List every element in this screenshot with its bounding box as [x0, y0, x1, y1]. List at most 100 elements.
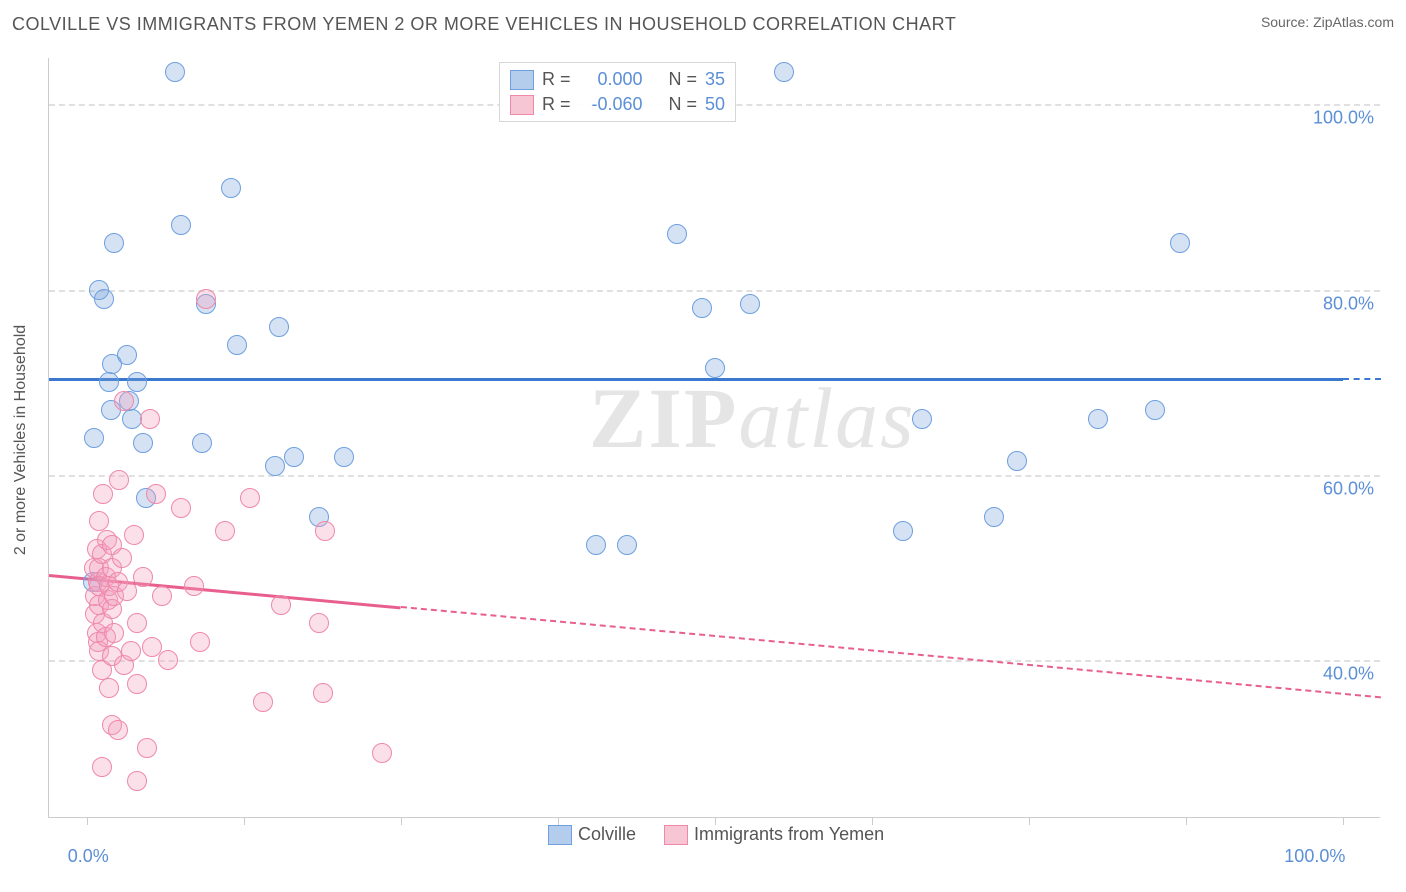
trend-line [1343, 378, 1381, 380]
data-point [190, 632, 210, 652]
scatter-plot-area: ZIPatlas 40.0% 60.0% 80.0% 100.0% R = 0.000 N… [48, 58, 1380, 818]
data-point [667, 224, 687, 244]
data-point [140, 409, 160, 429]
stats-legend-row: R = -0.060 N = 50 [510, 92, 725, 117]
legend-swatch [510, 95, 534, 115]
data-point [192, 433, 212, 453]
r-value: -0.060 [579, 94, 643, 115]
data-point [315, 521, 335, 541]
x-tick [244, 817, 245, 825]
data-point [740, 294, 760, 314]
series-legend: Colville Immigrants from Yemen [548, 824, 884, 845]
data-point [171, 215, 191, 235]
x-tick-label-max: 100.0% [1284, 846, 1345, 867]
r-value: 0.000 [579, 69, 643, 90]
data-point [112, 548, 132, 568]
data-point [984, 507, 1004, 527]
data-point [227, 335, 247, 355]
data-point [104, 623, 124, 643]
y-tick-label: 80.0% [1323, 293, 1374, 314]
data-point [240, 488, 260, 508]
data-point [313, 683, 333, 703]
r-label: R = [542, 94, 571, 115]
data-point [124, 525, 144, 545]
data-point [133, 567, 153, 587]
n-value: 35 [705, 69, 725, 90]
data-point [93, 484, 113, 504]
data-point [269, 317, 289, 337]
data-point [196, 289, 216, 309]
data-point [617, 535, 637, 555]
data-point [84, 428, 104, 448]
gridline [49, 660, 1380, 662]
stats-legend-row: R = 0.000 N = 35 [510, 67, 725, 92]
data-point [99, 372, 119, 392]
data-point [142, 637, 162, 657]
data-point [165, 62, 185, 82]
data-point [117, 581, 137, 601]
data-point [171, 498, 191, 518]
legend-label: Colville [578, 824, 636, 844]
n-value: 50 [705, 94, 725, 115]
x-tick-label-min: 0.0% [68, 846, 109, 867]
x-tick [1029, 817, 1030, 825]
y-tick-label: 60.0% [1323, 479, 1374, 500]
data-point [1007, 451, 1027, 471]
data-point [309, 613, 329, 633]
x-tick [87, 817, 88, 825]
data-point [94, 289, 114, 309]
data-point [99, 678, 119, 698]
y-tick-label: 100.0% [1313, 108, 1374, 129]
data-point [92, 757, 112, 777]
legend-swatch [548, 825, 572, 845]
chart-title: COLVILLE VS IMMIGRANTS FROM YEMEN 2 OR M… [12, 14, 956, 35]
stats-legend: R = 0.000 N = 35 R = -0.060 N = 50 [499, 62, 736, 122]
trend-line [49, 378, 1343, 381]
data-point [117, 345, 137, 365]
y-axis-title: 2 or more Vehicles in Household [12, 325, 30, 555]
data-point [137, 738, 157, 758]
data-point [1088, 409, 1108, 429]
gridline [49, 475, 1380, 477]
data-point [586, 535, 606, 555]
data-point [774, 62, 794, 82]
data-point [121, 641, 141, 661]
data-point [146, 484, 166, 504]
source-attribution: Source: ZipAtlas.com [1261, 14, 1394, 30]
x-tick [1343, 817, 1344, 825]
data-point [127, 613, 147, 633]
gridline [49, 290, 1380, 292]
data-point [692, 298, 712, 318]
data-point [89, 511, 109, 531]
data-point [893, 521, 913, 541]
y-tick-label: 40.0% [1323, 664, 1374, 685]
data-point [705, 358, 725, 378]
data-point [265, 456, 285, 476]
data-point [127, 771, 147, 791]
data-point [1145, 400, 1165, 420]
data-point [253, 692, 273, 712]
watermark: ZIPatlas [589, 368, 916, 468]
data-point [215, 521, 235, 541]
n-label: N = [669, 69, 698, 90]
data-point [114, 391, 134, 411]
data-point [1170, 233, 1190, 253]
n-label: N = [669, 94, 698, 115]
data-point [271, 595, 291, 615]
legend-swatch [664, 825, 688, 845]
data-point [127, 674, 147, 694]
data-point [334, 447, 354, 467]
data-point [158, 650, 178, 670]
r-label: R = [542, 69, 571, 90]
data-point [221, 178, 241, 198]
legend-label: Immigrants from Yemen [694, 824, 884, 844]
data-point [284, 447, 304, 467]
data-point [109, 470, 129, 490]
data-point [184, 576, 204, 596]
trend-line [401, 606, 1381, 698]
data-point [127, 372, 147, 392]
data-point [152, 586, 172, 606]
data-point [133, 433, 153, 453]
data-point [372, 743, 392, 763]
legend-item: Colville [548, 824, 636, 845]
